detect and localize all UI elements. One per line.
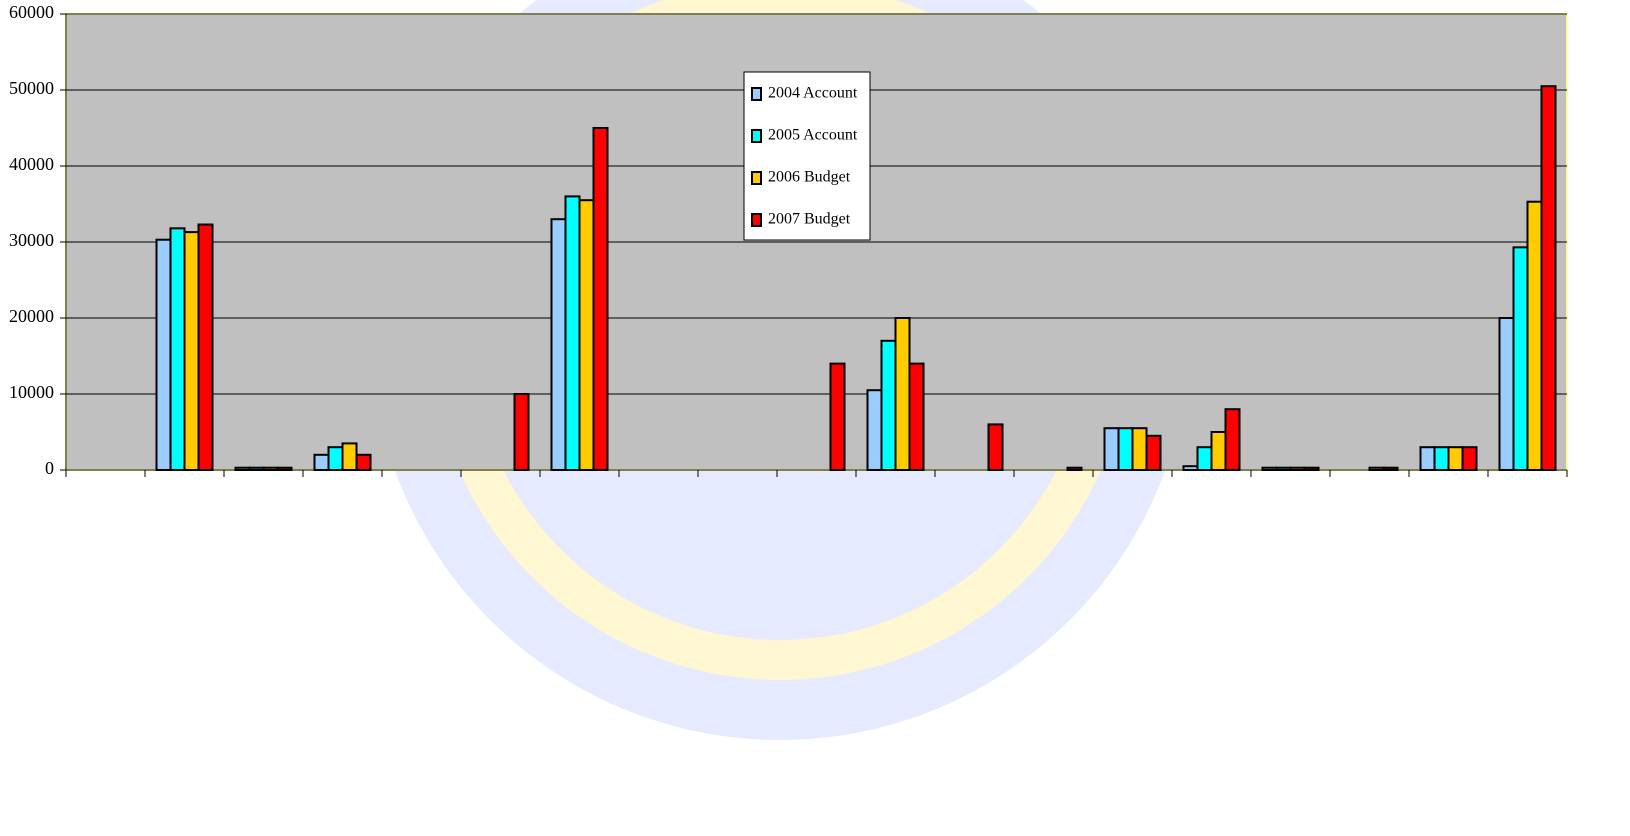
legend: 2004 Account 2005 Account 2006 Budget 2007 … — [743, 71, 871, 241]
bar — [262, 466, 279, 472]
y-tick-label: 40000 — [9, 154, 54, 174]
bar — [987, 423, 1004, 471]
bar — [169, 227, 186, 471]
bar — [197, 223, 214, 471]
bar — [313, 453, 330, 471]
bar — [1145, 434, 1162, 471]
bar — [1461, 446, 1478, 472]
bar — [866, 389, 883, 472]
bar — [578, 199, 595, 471]
bar — [550, 218, 567, 471]
bar — [234, 466, 251, 472]
bar — [564, 195, 581, 471]
bar — [1196, 446, 1213, 472]
bar — [894, 317, 911, 471]
bar — [513, 393, 530, 471]
bar — [248, 466, 265, 472]
bar — [183, 231, 200, 471]
bar — [1289, 466, 1306, 472]
bar — [341, 442, 358, 471]
legend-swatch — [751, 87, 762, 101]
y-tick-label: 30000 — [9, 230, 54, 250]
bar — [1498, 317, 1515, 471]
bar — [1131, 427, 1148, 472]
bar — [1447, 446, 1464, 472]
bar — [276, 466, 293, 472]
legend-label: 2004 Account — [768, 85, 858, 102]
bar — [1117, 427, 1134, 472]
legend-label: 2006 Budget — [768, 169, 851, 186]
bar — [1103, 427, 1120, 472]
bar — [155, 238, 172, 471]
y-tick-label: 20000 — [9, 306, 54, 326]
bar — [1261, 466, 1278, 472]
bar — [1433, 446, 1450, 472]
bar — [1224, 408, 1241, 472]
bar — [1419, 446, 1436, 472]
y-tick-label: 50000 — [9, 78, 54, 98]
bar — [908, 362, 925, 472]
bar — [829, 362, 846, 472]
bar — [1368, 466, 1385, 472]
bar — [1303, 466, 1320, 472]
legend-label: 2007 Budget — [768, 211, 851, 228]
bar — [592, 127, 609, 471]
bar — [355, 453, 372, 471]
legend-swatch — [751, 171, 762, 185]
bar — [1066, 466, 1083, 472]
y-tick-label: 10000 — [9, 382, 54, 402]
legend-swatch — [751, 213, 762, 227]
bar — [1182, 465, 1199, 472]
bar — [1540, 85, 1557, 471]
bar — [1382, 466, 1399, 472]
bar — [1210, 431, 1227, 471]
legend-swatch — [751, 129, 762, 143]
legend-label: 2005 Account — [768, 127, 858, 144]
bar — [880, 339, 897, 471]
bar — [327, 446, 344, 472]
y-tick-label: 60000 — [9, 2, 54, 22]
y-tick-label: 0 — [45, 458, 54, 478]
bar — [1526, 200, 1543, 471]
bar — [1512, 246, 1529, 471]
legend-box — [743, 71, 871, 241]
bar — [1275, 466, 1292, 472]
